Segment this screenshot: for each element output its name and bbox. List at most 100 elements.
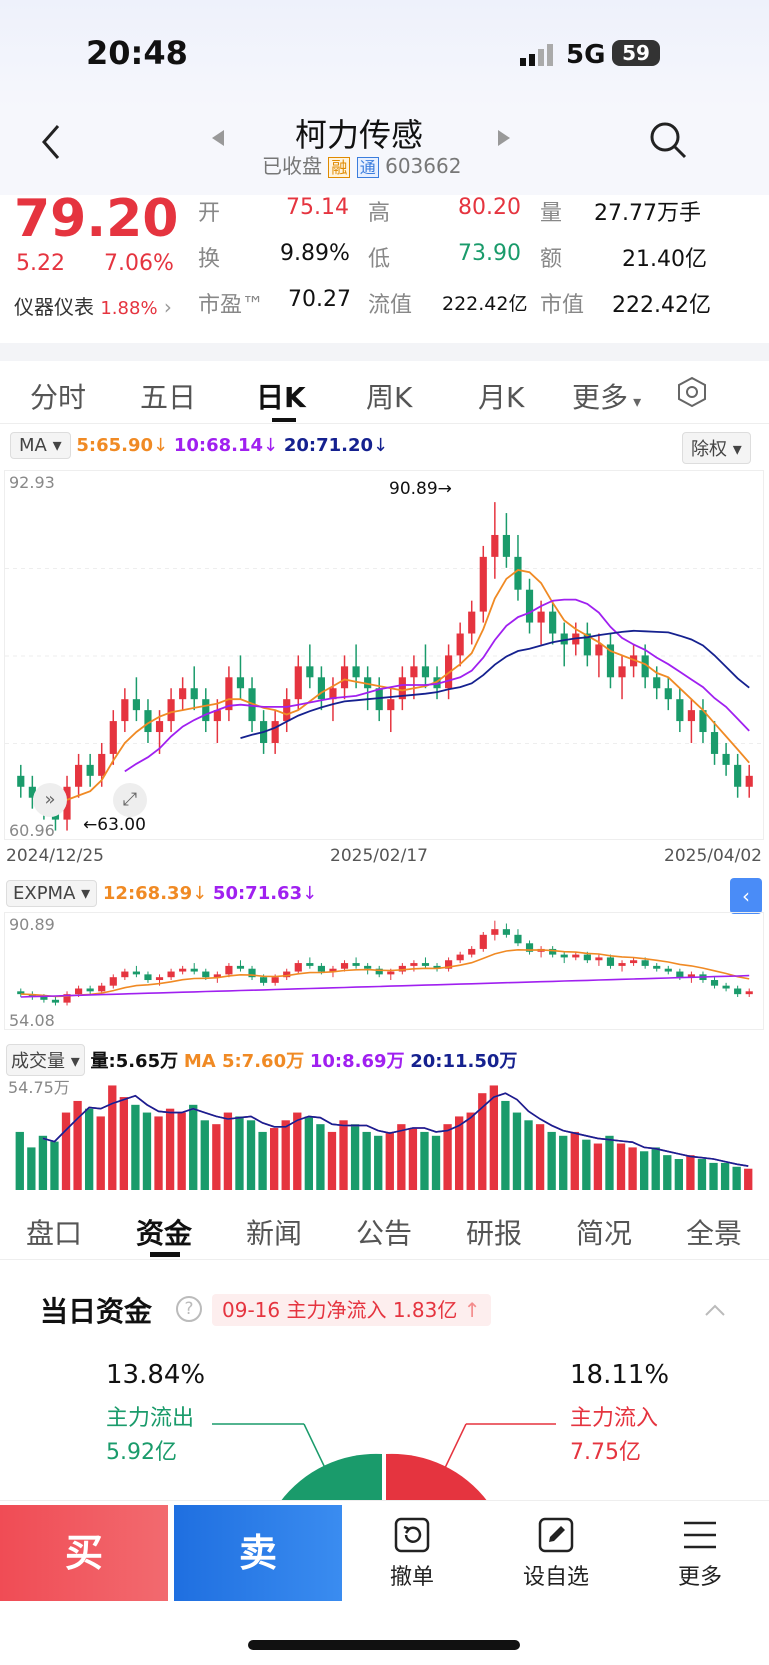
- volume-svg: [15, 1085, 753, 1190]
- candle: [664, 688, 672, 700]
- candle: [630, 960, 638, 964]
- candle: [502, 929, 510, 935]
- candle: [468, 948, 476, 955]
- volume-bar: [316, 1124, 325, 1190]
- menu-icon: [684, 1521, 716, 1549]
- volume-label: 量: [540, 201, 563, 226]
- tab-weekly-k[interactable]: 周K: [366, 381, 413, 414]
- volume-bar: [593, 1143, 603, 1190]
- candle: [40, 996, 48, 1000]
- candle: [329, 688, 337, 700]
- date-start: 2024/12/25: [6, 846, 104, 866]
- ma-label: MA: [19, 435, 47, 456]
- sell-button[interactable]: 卖: [174, 1505, 342, 1601]
- expma-chart[interactable]: 90.89 54.08: [4, 912, 764, 1030]
- volume-bar: [293, 1112, 302, 1190]
- sector-link[interactable]: 仪器仪表 1.88% ›: [14, 291, 172, 320]
- tab-order-book[interactable]: 盘口: [26, 1217, 83, 1250]
- low-marker-value: 63.00: [97, 815, 146, 835]
- high-value: 80.20: [458, 195, 521, 220]
- candle: [260, 977, 268, 983]
- candle: [710, 980, 719, 986]
- collapse-left-icon[interactable]: ‹: [730, 878, 762, 914]
- tab-intraday[interactable]: 分时: [30, 381, 87, 414]
- turnover-value: 9.89%: [280, 241, 350, 266]
- volume-bar: [524, 1120, 533, 1190]
- expma12-value: 12:68.39: [102, 883, 193, 904]
- candle: [468, 611, 476, 634]
- volume-bar: [489, 1085, 499, 1190]
- kline-chart[interactable]: 92.93 60.96 90.89→ ←63.00 » ⤢: [4, 470, 765, 840]
- buy-label: 买: [64, 1531, 103, 1575]
- ma-line: [240, 629, 750, 739]
- more-button[interactable]: 更多: [660, 1515, 740, 1595]
- volume-bar: [327, 1131, 337, 1190]
- tab-news[interactable]: 新闻: [246, 1217, 303, 1250]
- candle: [549, 611, 557, 634]
- volume-bar: [732, 1166, 741, 1190]
- candle: [121, 971, 129, 978]
- tab-five-day[interactable]: 五日: [140, 381, 197, 414]
- candle: [271, 721, 279, 743]
- help-icon[interactable]: ?: [176, 1296, 202, 1322]
- expand-left-icon[interactable]: »: [33, 783, 67, 817]
- battery-icon: 59: [612, 40, 660, 66]
- chevron-up-icon[interactable]: [704, 1302, 726, 1316]
- candle: [167, 699, 175, 722]
- expma-selector[interactable]: EXPMA ▾: [6, 880, 98, 907]
- next-stock-icon[interactable]: [496, 128, 512, 148]
- volume-bar: [189, 1104, 198, 1190]
- tab-announcements[interactable]: 公告: [356, 1217, 413, 1250]
- sell-label: 卖: [238, 1531, 277, 1575]
- tab-daily-k[interactable]: 日K: [256, 381, 306, 414]
- volume-selector[interactable]: 成交量 ▾: [6, 1044, 85, 1076]
- candle: [364, 677, 372, 689]
- status-bar: 20:48 5G 59: [0, 0, 769, 110]
- ma-line: [66, 569, 750, 801]
- outflow-value: 5.92亿: [106, 1440, 177, 1465]
- funds-title: 当日资金: [40, 1295, 153, 1328]
- candle: [202, 699, 210, 722]
- volume-bar: [350, 1124, 360, 1190]
- add-watchlist-button[interactable]: 设自选: [506, 1515, 606, 1595]
- volume-bar: [131, 1104, 140, 1190]
- ma-selector[interactable]: MA ▾: [10, 432, 71, 459]
- connect-badge: 通: [356, 157, 379, 178]
- tab-indicator: [150, 1252, 180, 1257]
- fullscreen-icon[interactable]: ⤢: [113, 783, 147, 817]
- adjust-selector[interactable]: 除权 ▾: [682, 432, 751, 464]
- cancel-order-button[interactable]: 撤单: [372, 1515, 452, 1595]
- tab-more[interactable]: 更多 ▾: [572, 376, 641, 416]
- prev-stock-icon[interactable]: [210, 128, 226, 148]
- volume-bar: [686, 1155, 695, 1190]
- candle: [317, 965, 325, 972]
- buy-button[interactable]: 买: [0, 1505, 168, 1601]
- tab-funds[interactable]: 资金: [136, 1217, 193, 1250]
- volume-bar: [535, 1124, 545, 1190]
- add-watchlist-label: 设自选: [522, 1565, 589, 1590]
- network-label: 5G: [566, 40, 606, 70]
- price-change: 5.22: [16, 251, 65, 276]
- arrow-down-icon: ↓: [192, 883, 208, 904]
- volume-bar: [339, 1120, 348, 1190]
- candle: [653, 677, 661, 689]
- search-icon[interactable]: [648, 120, 688, 160]
- tab-research[interactable]: 研报: [466, 1217, 523, 1250]
- info-tabs: 盘口 资金 新闻 公告 研报 简况 全景: [0, 1200, 769, 1260]
- volume-chart[interactable]: 54.75万: [4, 1074, 764, 1192]
- volume-ma5: MA 5:7.60万: [183, 1051, 305, 1072]
- volume-ma-line: [42, 1092, 749, 1167]
- candle: [676, 699, 684, 722]
- quote-row-2: 换 9.89% 低 73.90 额 21.40亿: [198, 241, 718, 281]
- volume-bar: [466, 1112, 475, 1190]
- tab-profile[interactable]: 简况: [576, 1217, 633, 1250]
- volume-bar: [235, 1116, 244, 1190]
- low-value: 73.90: [458, 241, 521, 266]
- candle: [664, 968, 672, 972]
- settings-hex-icon[interactable]: [676, 376, 708, 408]
- edit-icon: [538, 1517, 574, 1553]
- tab-overview[interactable]: 全景: [686, 1217, 743, 1250]
- back-icon[interactable]: [36, 122, 66, 162]
- tab-monthly-k[interactable]: 月K: [478, 381, 525, 414]
- candle: [213, 710, 221, 722]
